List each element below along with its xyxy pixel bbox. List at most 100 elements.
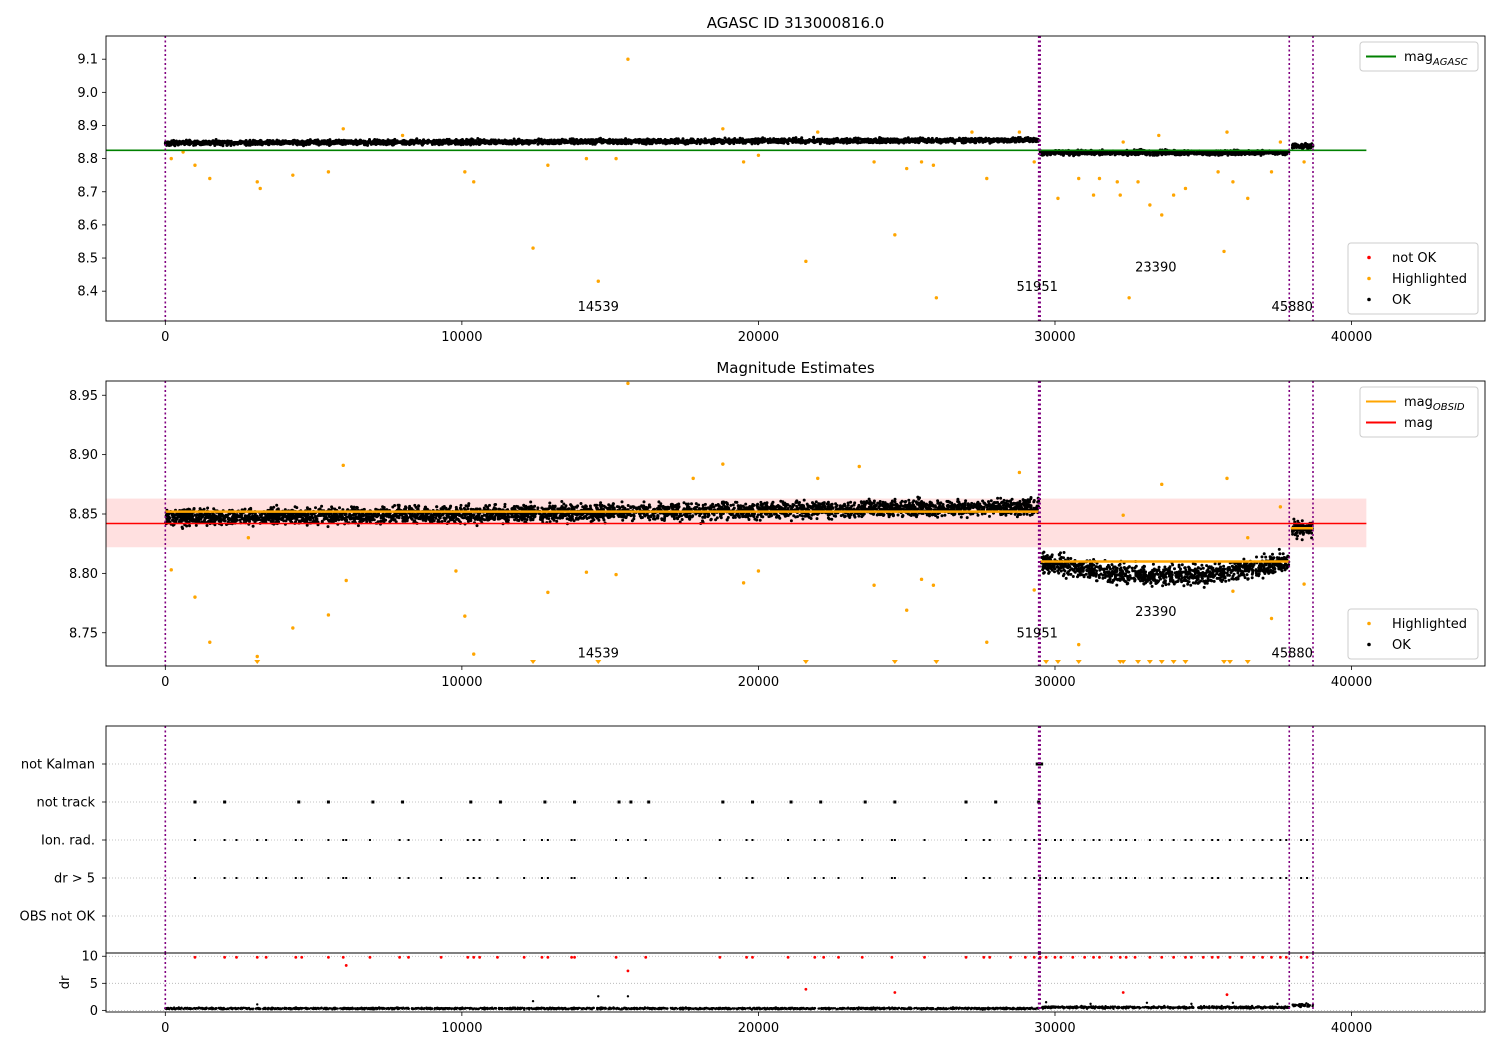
ok-point	[767, 139, 771, 143]
y-tick-label: 9.1	[77, 53, 98, 68]
ok-point	[709, 140, 713, 143]
ok-point	[457, 140, 461, 144]
ok-point	[625, 139, 629, 143]
x-tick-label: 30000	[1034, 330, 1075, 345]
ok-point	[1294, 143, 1297, 147]
ok-point	[984, 138, 988, 142]
ok-point	[698, 140, 702, 144]
ok-point	[1239, 151, 1243, 155]
ok-point	[591, 142, 595, 146]
ok-point	[966, 138, 970, 142]
ok-point	[1302, 145, 1306, 149]
ok-point	[398, 140, 402, 144]
highlighted-point	[1097, 176, 1102, 181]
ok-point	[477, 140, 481, 144]
ok-point	[614, 139, 618, 143]
ok-point	[836, 139, 839, 143]
ok-point	[415, 141, 419, 145]
ok-point	[499, 139, 503, 143]
ok-point	[1045, 153, 1049, 157]
ok-point	[882, 137, 886, 141]
ok-point	[977, 138, 981, 142]
highlighted-point	[1160, 213, 1164, 217]
ok-point	[669, 137, 673, 141]
ok-point	[914, 138, 918, 142]
ok-point	[384, 140, 388, 144]
ok-point	[781, 140, 785, 144]
ok-point	[910, 137, 914, 141]
ok-point	[192, 141, 196, 145]
ok-point	[669, 140, 673, 144]
ok-point	[1282, 150, 1286, 154]
ok-point	[194, 139, 198, 143]
ok-point	[587, 140, 591, 144]
ok-point	[576, 141, 580, 144]
ok-point	[422, 138, 426, 142]
ok-point	[413, 141, 417, 145]
y-tick-label: 8.7	[77, 185, 98, 200]
ok-point	[1255, 151, 1258, 155]
ok-point	[494, 142, 498, 146]
ok-point	[917, 141, 921, 145]
ok-point	[958, 138, 962, 142]
legend-dot-swatch	[1367, 255, 1371, 260]
middle-title: Magnitude Estimates	[716, 359, 874, 377]
ok-point	[189, 141, 193, 145]
ok-point	[1019, 138, 1023, 142]
ok-point	[1011, 138, 1015, 142]
legend-label: Highlighted	[1392, 272, 1467, 287]
ok-point	[981, 139, 985, 143]
ok-point	[348, 140, 352, 144]
ok-point	[1248, 152, 1251, 156]
ok-point	[1166, 151, 1170, 155]
ok-point	[663, 138, 667, 141]
highlighted-point	[584, 156, 589, 161]
ok-point	[1208, 153, 1211, 157]
ok-point	[243, 140, 247, 144]
ok-point	[647, 139, 651, 143]
ok-point	[1069, 152, 1073, 156]
ok-point	[351, 141, 355, 145]
highlighted-point	[816, 130, 820, 134]
ok-point	[1054, 151, 1058, 155]
ok-point	[170, 141, 174, 145]
ok-point	[864, 138, 868, 142]
ok-point	[1024, 138, 1028, 142]
ok-point	[1220, 151, 1224, 155]
ok-point	[685, 140, 689, 144]
highlighted-point	[472, 180, 476, 184]
ok-point	[446, 139, 450, 143]
highlighted-point	[804, 259, 808, 264]
highlighted-point	[546, 163, 550, 167]
ok-point	[523, 140, 527, 144]
figure-title: AGASC ID 313000816.0	[707, 14, 885, 32]
ok-point	[772, 140, 776, 144]
y-tick-label: 8.8	[77, 152, 98, 167]
ok-point	[258, 138, 262, 142]
ok-point	[166, 141, 170, 145]
ok-point	[195, 142, 199, 146]
ok-point	[1173, 150, 1176, 154]
ok-point	[1233, 153, 1237, 157]
ok-point	[303, 142, 307, 145]
obsid-label: 51951	[1017, 280, 1058, 295]
legend-upper: magAGASC	[1359, 41, 1479, 72]
ok-point	[421, 142, 425, 146]
ok-point	[185, 142, 189, 145]
ok-point	[812, 135, 816, 139]
legend-label: OK	[1392, 293, 1411, 308]
ok-point	[895, 137, 899, 141]
ok-point	[229, 139, 233, 143]
legend-dot-swatch	[1367, 276, 1371, 281]
ok-point	[1113, 153, 1117, 157]
ok-point	[366, 140, 370, 144]
ok-point	[513, 141, 517, 145]
ok-point	[342, 141, 346, 145]
highlighted-point	[258, 186, 262, 191]
ok-point	[943, 139, 947, 143]
ok-point	[1027, 137, 1031, 141]
ok-point	[1205, 151, 1209, 155]
ok-point	[404, 142, 408, 146]
